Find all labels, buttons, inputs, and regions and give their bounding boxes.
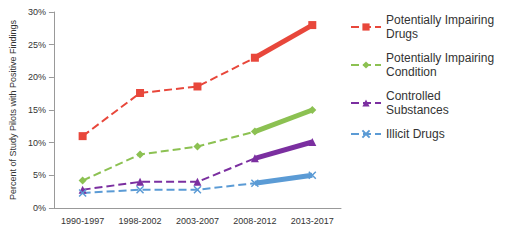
svg-text:2013-2017: 2013-2017 [291, 216, 334, 226]
svg-text:30%: 30% [28, 7, 46, 17]
svg-text:Substances: Substances [386, 103, 449, 117]
svg-text:10%: 10% [28, 138, 46, 148]
svg-text:20%: 20% [28, 72, 46, 82]
svg-text:2003-2007: 2003-2007 [176, 216, 219, 226]
svg-text:2008-2012: 2008-2012 [233, 216, 276, 226]
svg-text:15%: 15% [28, 105, 46, 115]
svg-text:Controlled: Controlled [386, 89, 444, 103]
svg-text:Illicit Drugs: Illicit Drugs [386, 127, 445, 141]
svg-text:Potentially Impairing: Potentially Impairing [386, 13, 497, 27]
svg-text:0%: 0% [33, 203, 46, 213]
svg-text:25%: 25% [28, 40, 46, 50]
svg-text:Percent of Study Pilots with P: Percent of Study Pilots with Positive Fi… [8, 19, 18, 200]
svg-text:5%: 5% [33, 170, 46, 180]
svg-text:Potentially Impairing: Potentially Impairing [386, 51, 497, 65]
svg-text:Drugs: Drugs [386, 27, 418, 41]
svg-text:1998-2002: 1998-2002 [119, 216, 162, 226]
svg-text:1990-1997: 1990-1997 [61, 216, 104, 226]
svg-text:Condition: Condition [386, 65, 437, 79]
